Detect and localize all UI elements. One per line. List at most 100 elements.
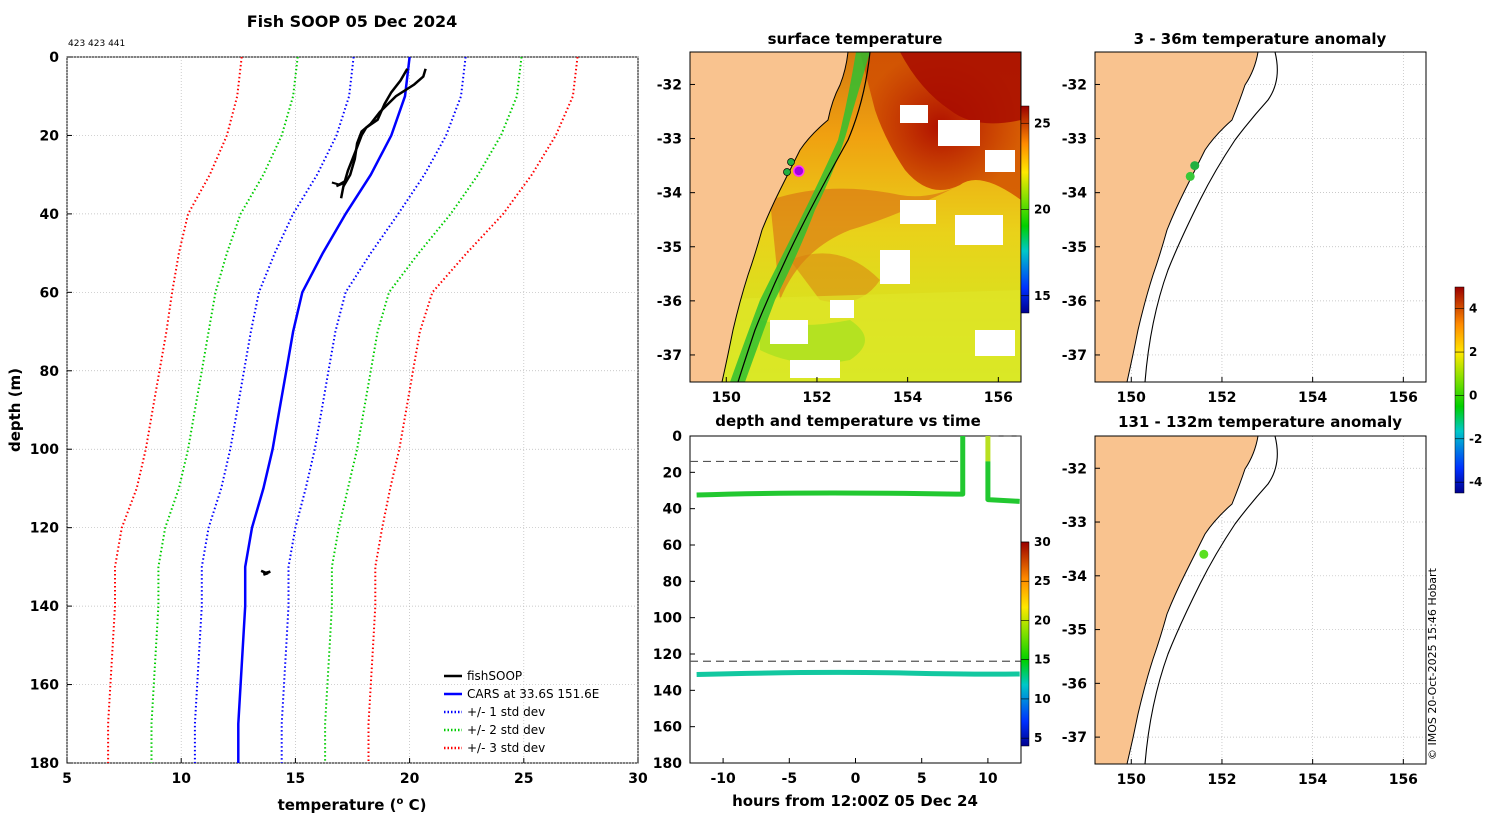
instrument-ids: 423 423 441	[68, 39, 125, 49]
time-y-tick-label: 100	[653, 611, 682, 627]
map-x-tick-label: 152	[1207, 772, 1236, 788]
profile-ylabel: depth (m)	[6, 368, 24, 452]
time-series-title: depth and temperature vs time	[715, 412, 981, 430]
profile-std3-upper-line	[367, 56, 579, 763]
anomaly-colorbar-ticks: 4 2 0 -2 -4	[1455, 302, 1482, 489]
map-y-tick-label: -33	[1062, 515, 1087, 531]
profile-xlabel-sup: o	[396, 796, 403, 807]
sst-field	[690, 52, 1021, 382]
map-y-tick-label: -36	[1062, 676, 1087, 692]
map-y-tick-label: -33	[1062, 132, 1087, 148]
time-x-tick-label: -5	[782, 771, 798, 787]
time-y-tick-label: 180	[653, 756, 682, 772]
profile-plot-area	[66, 56, 639, 764]
time-x-tick-label: 5	[917, 771, 927, 787]
profile-chart: 5 10 15 20 25 30 0 20 40 60 80 100 120 140 160 180 temp…	[6, 50, 648, 814]
map-x-tick-label: 156	[984, 390, 1013, 406]
time-x-tick-label: -10	[710, 771, 736, 787]
map-y-tick-label: -36	[657, 294, 682, 310]
time-y-tick-label: 160	[653, 720, 682, 736]
figure-title: Fish SOOP 05 Dec 2024	[247, 12, 457, 31]
time-colorbar-label: 20	[1034, 613, 1051, 627]
time-series-plot-area	[689, 435, 1022, 764]
time-colorbar-ticks: 5 10 15 20 25 30	[1021, 535, 1051, 745]
map-y-tick-label: -32	[657, 77, 682, 93]
profile-xlabel: temperature (o C)	[278, 796, 427, 814]
time-y-tick-label: 60	[663, 538, 683, 554]
profile-x-tick-label: 25	[514, 771, 533, 787]
profile-xlabel-main: temperature (	[278, 796, 397, 814]
map-y-tick-label: -37	[1062, 730, 1087, 746]
map-x-tick-label: 156	[1389, 772, 1418, 788]
legend-label: +/- 1 std dev	[467, 705, 545, 719]
map-x-tick-label: 152	[1207, 390, 1236, 406]
profile-ticks: 5 10 15 20 25 30 0 20 40 60 80 100 120 140 160 180	[30, 50, 648, 787]
time-colorbar-label: 15	[1034, 653, 1051, 667]
sst-colorbar-ticks: 15 20 25	[1021, 116, 1051, 303]
map-y-tick-label: -34	[1062, 569, 1088, 585]
profile-x-tick-label: 30	[628, 771, 648, 787]
time-y-tick-label: 20	[663, 465, 683, 481]
anomaly-colorbar-label: 4	[1469, 302, 1477, 316]
time-y-tick-label: 140	[653, 683, 682, 699]
surface-point	[783, 168, 791, 176]
map-x-tick-label: 156	[1389, 390, 1418, 406]
profile-y-tick-label: 80	[40, 364, 60, 380]
anomaly-shallow-points	[1185, 161, 1200, 181]
map-y-tick-label: -37	[1062, 348, 1087, 364]
profile-y-tick-label: 100	[30, 442, 59, 458]
profile-y-tick-label: 180	[30, 756, 59, 772]
anomaly-map-deep: 131 - 132m temperature anomaly 150 152 154…	[1062, 413, 1427, 788]
map-y-tick-label: -32	[1062, 461, 1087, 477]
profile-cars-mean-line	[237, 56, 411, 763]
profile-grid	[66, 56, 639, 764]
anomaly-point	[1185, 171, 1195, 181]
profile-x-tick-label: 20	[400, 771, 420, 787]
profile-y-tick-label: 160	[30, 678, 59, 694]
profile-y-tick-label: 20	[40, 128, 60, 144]
map-y-tick-label: -35	[1062, 623, 1087, 639]
anomaly-colorbar-label: -2	[1469, 432, 1482, 446]
sst-colorbar-label: 20	[1034, 203, 1051, 217]
profile-y-tick-label: 40	[40, 207, 60, 223]
profile-y-tick-label: 60	[40, 285, 60, 301]
surface-map-title: surface temperature	[768, 30, 943, 48]
map-y-tick-label: -34	[657, 186, 683, 202]
time-colorbar-label: 10	[1034, 692, 1051, 706]
time-series-chart: depth and temperature vs time -10 -5 0 5 100…	[653, 412, 1051, 810]
shallow-logger-track	[696, 436, 966, 498]
profile-fishsoop-down-line	[339, 68, 409, 199]
time-series-xlabel: hours from 12:00Z 05 Dec 24	[732, 792, 978, 810]
legend-label: +/- 2 std dev	[467, 723, 545, 737]
time-x-tick-label: 10	[978, 771, 998, 787]
time-y-tick-label: 40	[663, 502, 683, 518]
deep-logger-track	[696, 669, 1020, 678]
profile-y-tick-label: 140	[30, 599, 59, 615]
profile-fishsoop-deep-line	[260, 569, 271, 576]
legend-label: +/- 3 std dev	[467, 741, 545, 755]
map-y-tick-label: -32	[1062, 77, 1087, 93]
anomaly-colorbar	[1454, 286, 1465, 494]
map-y-tick-label: -36	[1062, 294, 1087, 310]
profile-xlabel-end: C)	[403, 796, 426, 814]
anomaly-deep-ticks: 150 152 154 156 -32 -33 -34 -35 -36 -37	[1062, 461, 1418, 788]
surface-point	[787, 158, 795, 166]
time-y-tick-label: 0	[672, 429, 682, 445]
map-x-tick-label: 154	[893, 390, 922, 406]
anomaly-deep-land	[1095, 436, 1278, 764]
time-x-tick-label: 0	[851, 771, 861, 787]
time-colorbar	[1020, 541, 1030, 747]
map-y-tick-label: -35	[1062, 240, 1087, 256]
map-y-tick-label: -37	[657, 348, 682, 364]
map-x-tick-label: 154	[1298, 772, 1327, 788]
profile-y-tick-label: 0	[49, 50, 59, 66]
surface-temperature-map: surface temperature 150 152 154 156 -32 -33 -3…	[657, 30, 1051, 406]
sst-colorbar-label: 15	[1034, 289, 1051, 303]
anomaly-colorbar-label: 0	[1469, 388, 1477, 402]
anomaly-map-shallow: 3 - 36m temperature anomaly 150 152 154 156…	[1062, 30, 1427, 406]
profile-x-tick-label: 15	[286, 771, 305, 787]
anomaly-deep-points	[1199, 549, 1209, 559]
anomaly-shallow-title: 3 - 36m temperature anomaly	[1134, 30, 1387, 48]
